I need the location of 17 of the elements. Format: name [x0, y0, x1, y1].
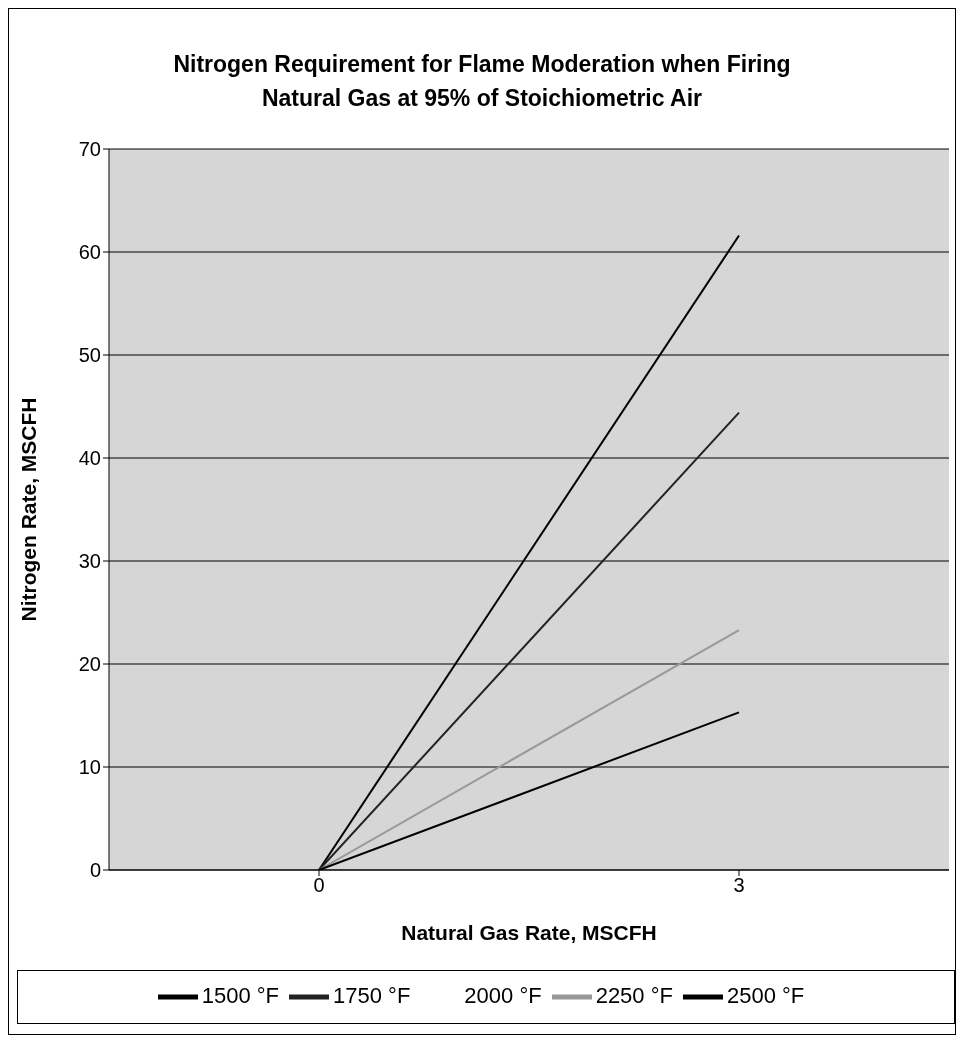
y-tick-label: 40 — [78, 447, 101, 470]
legend-label: 2250 °F — [595, 982, 673, 1008]
y-tick-label: 10 — [78, 756, 101, 779]
y-tick-label: 30 — [78, 550, 101, 573]
x-axis-title: Natural Gas Rate, MSCFH — [401, 921, 657, 944]
x-tick-label: 3 — [733, 874, 745, 897]
legend-label: 1750 °F — [333, 982, 411, 1008]
y-tick-label: 50 — [78, 344, 101, 367]
y-tick-label: 60 — [78, 241, 101, 264]
y-tick-label: 0 — [89, 859, 101, 882]
chart-title: Nitrogen Requirement for Flame Moderation when Firing Natural Gas at 95% of Stoichiometric Air — [172, 50, 792, 113]
y-axis-title: Nitrogen Rate, MSCFH — [17, 397, 41, 622]
legend-label: 2500 °F — [726, 982, 805, 1008]
legend-label: 1500 °F — [201, 982, 280, 1008]
y-tick-label: 20 — [78, 653, 101, 676]
text: 2000 °F — [464, 982, 542, 1008]
y-tick-label: 70 — [78, 138, 101, 161]
